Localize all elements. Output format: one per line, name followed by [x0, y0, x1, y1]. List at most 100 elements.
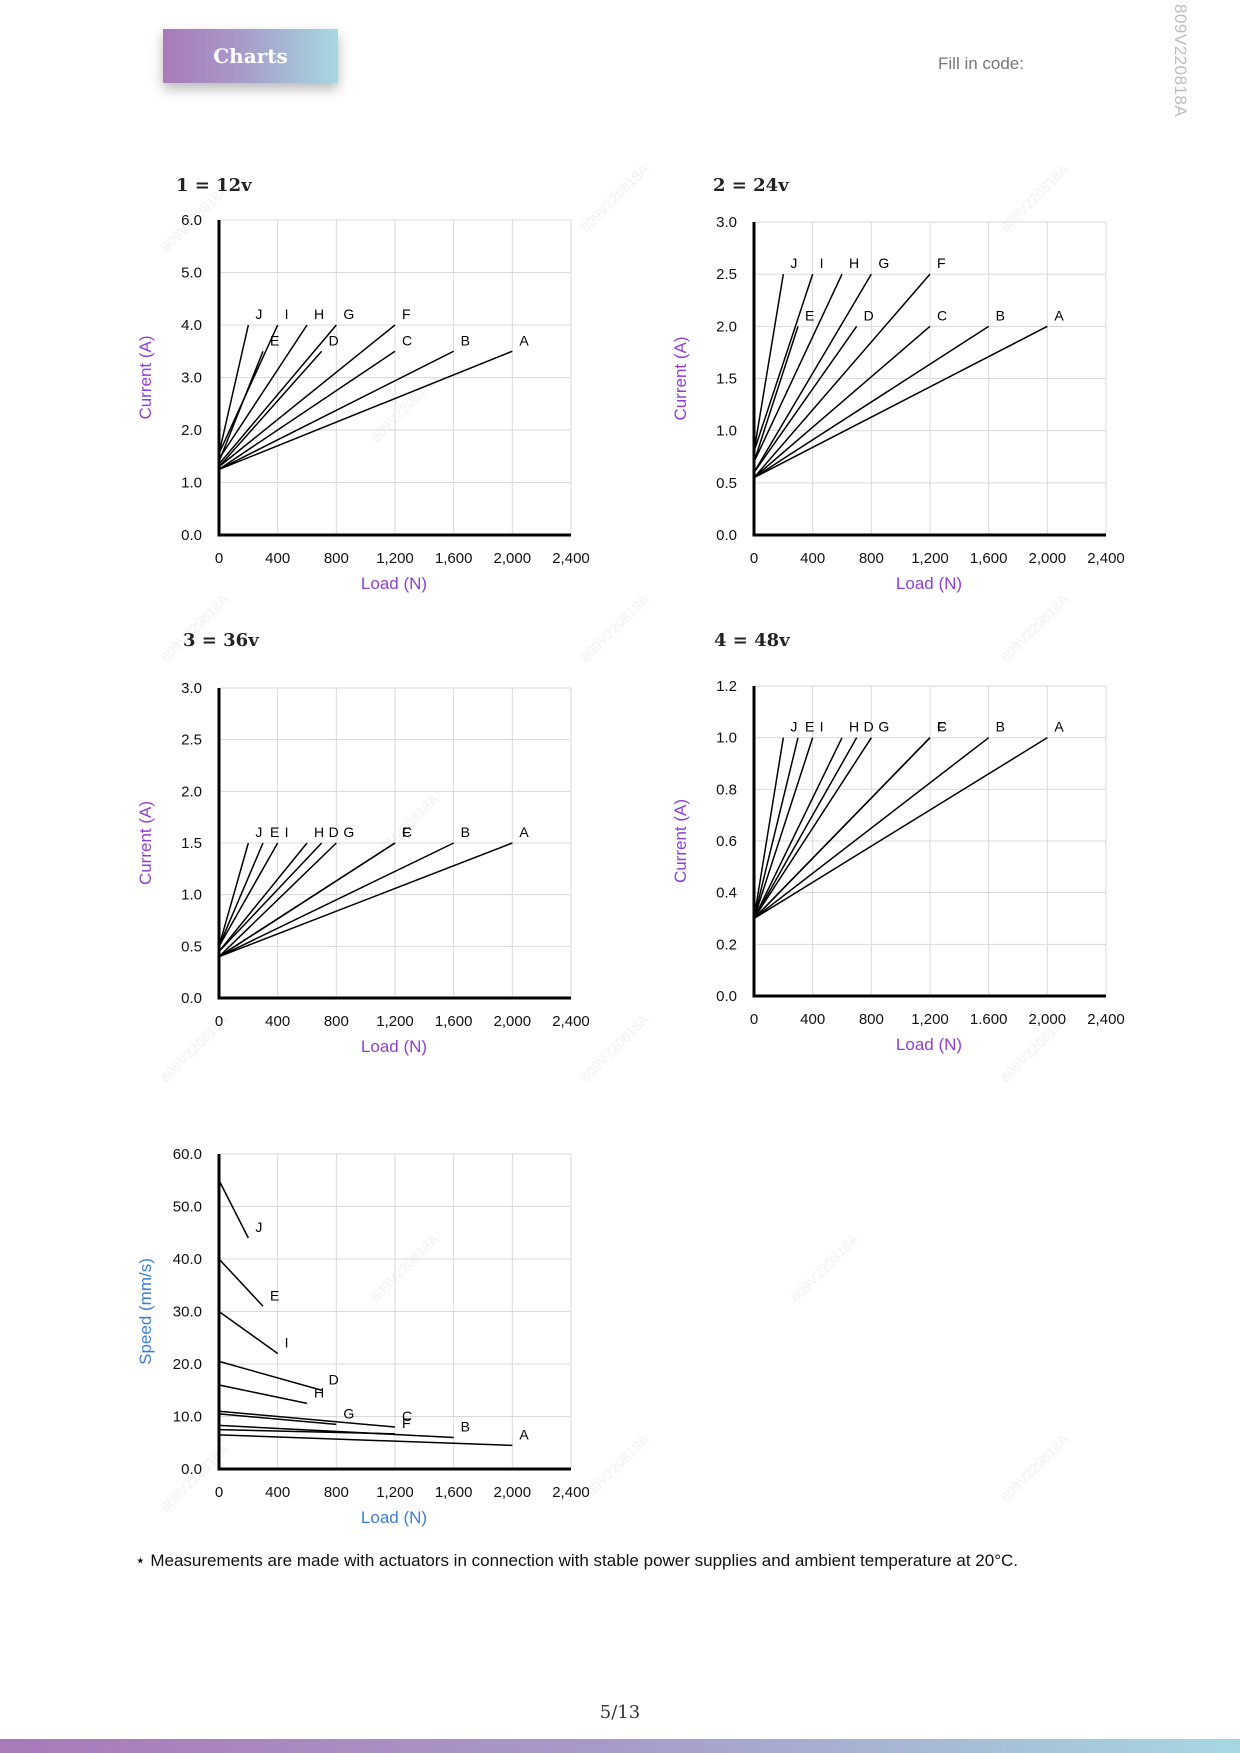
y-tick-label: 1.0 [181, 887, 202, 904]
x-tick-label: 400 [265, 1013, 290, 1030]
series-label-b: B [461, 1419, 470, 1435]
y-tick-label: 1.5 [181, 835, 202, 852]
y-tick-label: 0.5 [716, 475, 737, 492]
y-tick-label: 0.0 [181, 990, 202, 1007]
series-line-j [218, 324, 250, 454]
series-label-g: G [343, 1405, 354, 1421]
series-label-a: A [1054, 307, 1064, 323]
x-tick-label: 800 [324, 1484, 349, 1501]
series-line-j [218, 842, 250, 947]
series-label-d: D [864, 719, 874, 735]
series-label-c: C [937, 719, 947, 735]
series-line-c [753, 325, 931, 479]
x-tick-label: 2,400 [1087, 1011, 1125, 1028]
series-line-f [218, 324, 396, 468]
x-tick-label: 2,000 [494, 550, 532, 567]
series-label-b: B [461, 332, 470, 348]
x-axis-label: Load (N) [896, 574, 962, 593]
x-tick-label: 2,400 [1087, 550, 1125, 567]
series-label-h: H [849, 255, 859, 271]
x-tick-label: 2,000 [1029, 550, 1067, 567]
y-tick-label: 3.0 [181, 680, 202, 697]
series-line-i [218, 1310, 279, 1355]
x-tick-label: 400 [265, 1484, 290, 1501]
x-tick-label: 1,600 [970, 550, 1008, 567]
series-label-a: A [519, 332, 529, 348]
series-line-e [218, 350, 264, 462]
x-axis-label: Load (N) [361, 1508, 427, 1527]
series-label-e: E [270, 1287, 279, 1303]
x-axis-label: Load (N) [896, 1035, 962, 1054]
x-tick-label: 2,000 [1029, 1011, 1067, 1028]
series-label-c: C [402, 332, 412, 348]
y-tick-label: 2.0 [181, 783, 202, 800]
series-line-a [218, 350, 513, 471]
series-label-i: I [285, 1335, 289, 1351]
y-tick-label: 0.4 [716, 885, 737, 902]
y-tick-label: 40.0 [173, 1251, 202, 1268]
y-tick-label: 0.8 [716, 781, 737, 798]
y-tick-label: 0.0 [716, 988, 737, 1005]
series-label-b: B [996, 307, 1005, 323]
charts-section-badge: Charts [163, 29, 338, 83]
series-label-f: F [402, 306, 411, 322]
series-line-e [218, 1258, 264, 1307]
series-line-a [753, 325, 1048, 479]
series-line-b [218, 842, 454, 958]
x-tick-label: 1,600 [435, 1013, 473, 1030]
x-tick-label: 0 [215, 1013, 223, 1030]
y-tick-label: 0.0 [181, 1461, 202, 1478]
series-label-j: J [255, 824, 262, 840]
chart-title-24v: 2 = 24v [713, 175, 789, 196]
series-label-j: J [255, 1219, 262, 1235]
y-tick-label: 3.0 [716, 214, 737, 231]
y-tick-label: 2.5 [181, 732, 202, 749]
series-line-g [218, 1413, 337, 1426]
series-line-b [753, 737, 990, 920]
y-tick-label: 2.0 [181, 422, 202, 439]
series-line-j [218, 1179, 250, 1239]
series-line-e [753, 737, 799, 919]
y-tick-label: 0.2 [716, 936, 737, 953]
y-tick-label: 4.0 [181, 317, 202, 334]
series-line-a [218, 1434, 513, 1447]
series-line-h [218, 1384, 308, 1405]
x-tick-label: 800 [324, 1013, 349, 1030]
y-axis-label: Current (A) [136, 801, 155, 885]
series-label-i: I [285, 824, 289, 840]
page-number: 5∕13 [599, 1702, 641, 1723]
series-line-c [218, 350, 396, 470]
measurement-footnote: ⋆ Measurements are made with actuators i… [135, 1551, 1019, 1570]
series-line-g [753, 737, 872, 919]
series-line-i [753, 737, 814, 919]
series-line-g [753, 273, 872, 473]
y-tick-label: 60.0 [173, 1146, 202, 1163]
series-label-d: D [329, 332, 339, 348]
series-line-c [218, 1410, 396, 1428]
series-label-i: I [820, 719, 824, 735]
series-label-d: D [329, 824, 339, 840]
series-label-j: J [790, 719, 797, 735]
series-label-e: E [270, 332, 279, 348]
series-label-i: I [820, 255, 824, 271]
series-label-e: E [270, 824, 279, 840]
x-tick-label: 1,600 [435, 1484, 473, 1501]
chart-title-48v: 4 = 48v [714, 630, 790, 651]
x-tick-label: 1,200 [376, 1484, 414, 1501]
y-tick-label: 30.0 [173, 1304, 202, 1321]
bottom-gradient-bar [0, 1739, 1240, 1753]
y-tick-label: 0.0 [181, 527, 202, 544]
series-line-d [753, 737, 858, 919]
x-axis-label: Load (N) [361, 574, 427, 593]
series-label-a: A [1054, 719, 1064, 735]
series-label-a: A [519, 824, 529, 840]
x-tick-label: 2,000 [494, 1013, 532, 1030]
y-tick-label: 0.5 [181, 938, 202, 955]
series-label-f: F [402, 1415, 411, 1431]
chart-title-12v: 1 = 12v [176, 175, 252, 196]
x-tick-label: 0 [750, 550, 758, 567]
x-tick-label: 1,200 [911, 550, 949, 567]
